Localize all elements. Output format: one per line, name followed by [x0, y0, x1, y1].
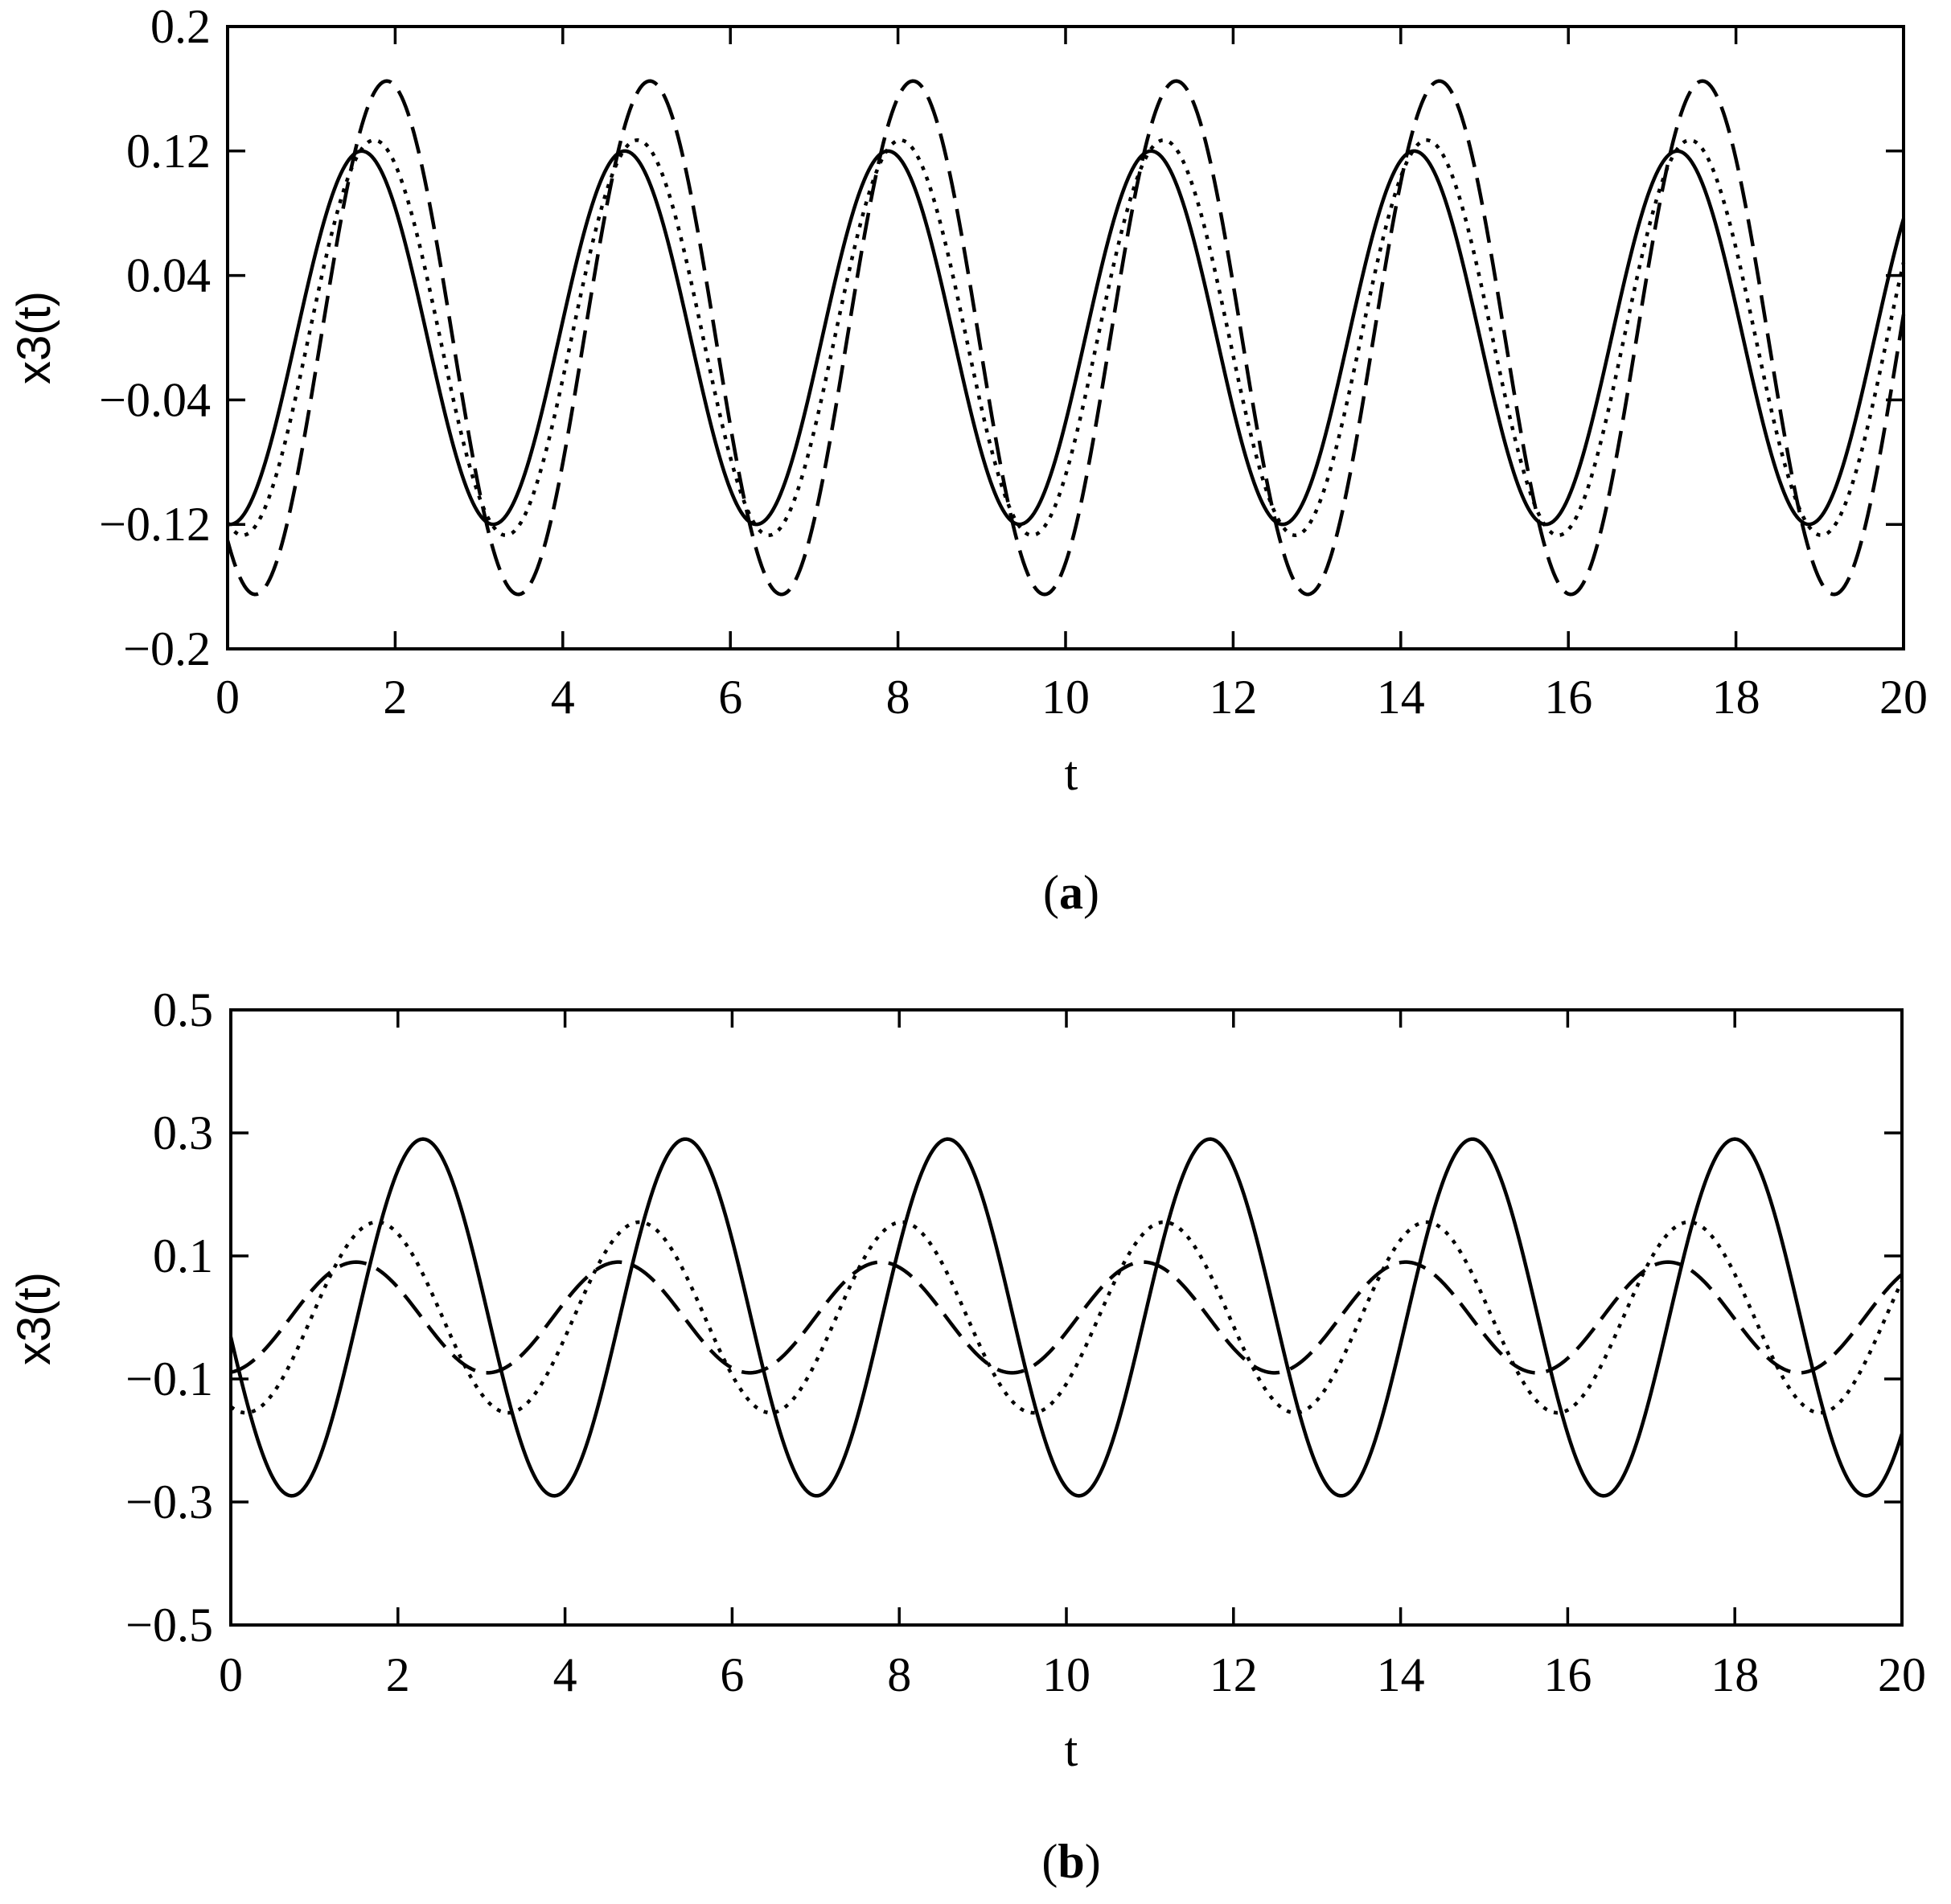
- panel-label-open-paren: (: [1041, 1835, 1058, 1888]
- svg-text:(b): (b): [1041, 1835, 1100, 1888]
- panel-label-open-paren: (: [1043, 866, 1059, 919]
- y-ticks: −0.5 −0.3 −0.1 0.1 0.3 0.5: [125, 983, 1902, 1652]
- x-tick-label: 0: [216, 671, 240, 724]
- x-axis-label: t: [1065, 1723, 1078, 1776]
- x-tick-label: 16: [1544, 671, 1592, 724]
- panel-label-close-paren: ): [1083, 866, 1099, 919]
- y-tick-label: 0.3: [153, 1106, 213, 1159]
- y-tick-label: −0.04: [99, 373, 211, 426]
- x-tick-label: 12: [1210, 1648, 1258, 1701]
- panel-label: (b): [1041, 1835, 1100, 1888]
- x-tick-label: 12: [1209, 671, 1257, 724]
- series-line-solid: [228, 1137, 1904, 1498]
- svg-text:(a): (a): [1043, 866, 1099, 919]
- series-line-dotted: [229, 1220, 1904, 1415]
- x-tick-label: 10: [1041, 671, 1090, 724]
- series-line-dotted: [226, 138, 1906, 537]
- x-ticks: 0 2 4 6 8 10 12 14 16 18 20: [216, 27, 1928, 724]
- y-tick-label: 0.5: [153, 983, 213, 1036]
- y-axis-label: x3(t): [8, 1272, 60, 1365]
- y-tick-label: −0.2: [123, 622, 211, 675]
- x-tick-label: 20: [1878, 1648, 1926, 1701]
- y-tick-label: 0.1: [153, 1229, 213, 1282]
- y-axis-label: x3(t): [8, 291, 60, 384]
- x-tick-label: 4: [551, 671, 575, 724]
- series-group: [228, 1137, 1904, 1498]
- x-ticks: 0 2 4 6 8 10 12 14 16 18 20: [219, 1010, 1926, 1701]
- series-line-dashed: [225, 79, 1906, 597]
- x-tick-label: 14: [1377, 1648, 1425, 1701]
- series-line-solid: [227, 149, 1906, 527]
- y-ticks: −0.2 −0.12 −0.04 0.04 0.12 0.2: [99, 0, 1904, 675]
- y-tick-label: −0.5: [125, 1598, 213, 1652]
- x-tick-label: 18: [1712, 671, 1760, 724]
- y-tick-label: −0.3: [125, 1475, 213, 1529]
- plot-frame: [226, 25, 1905, 650]
- x-axis-label: t: [1065, 747, 1078, 800]
- x-tick-label: 4: [553, 1648, 577, 1701]
- y-tick-label: −0.12: [99, 498, 211, 551]
- x-tick-label: 2: [386, 1648, 410, 1701]
- y-tick-label: −0.1: [125, 1352, 213, 1405]
- x-tick-label: 8: [887, 1648, 911, 1701]
- x-tick-label: 18: [1711, 1648, 1759, 1701]
- x-tick-label: 6: [718, 671, 742, 724]
- x-tick-label: 16: [1543, 1648, 1592, 1701]
- x-tick-label: 8: [886, 671, 910, 724]
- plot-frame: [229, 1008, 1904, 1627]
- x-tick-label: 20: [1879, 671, 1928, 724]
- panel-label-letter: a: [1059, 866, 1083, 919]
- x-tick-label: 2: [383, 671, 407, 724]
- x-tick-label: 10: [1042, 1648, 1091, 1701]
- series-group: [225, 79, 1906, 597]
- y-tick-label: 0.12: [126, 125, 211, 178]
- panel-b-chart: 0 2 4 6 8 10 12 14 16 18 20 −0.5−0.3−0.10.10.30.5 …: [8, 983, 1926, 1888]
- series-line-dashed: [230, 1260, 1904, 1375]
- y-tick-label: 0.04: [126, 249, 211, 302]
- panel-label: (a): [1043, 866, 1099, 919]
- panel-a-chart: 0 2 4 6 8 10 12 14 16 18 20 −0.2 −0.12 −0.04 0.04 0.12…: [8, 0, 1928, 919]
- x-tick-label: 14: [1377, 671, 1425, 724]
- x-tick-label: 6: [720, 1648, 744, 1701]
- y-tick-label: 0.2: [150, 0, 211, 53]
- x-tick-label: 0: [219, 1648, 243, 1701]
- panel-label-close-paren: ): [1085, 1835, 1101, 1888]
- panel-label-letter: b: [1058, 1835, 1084, 1888]
